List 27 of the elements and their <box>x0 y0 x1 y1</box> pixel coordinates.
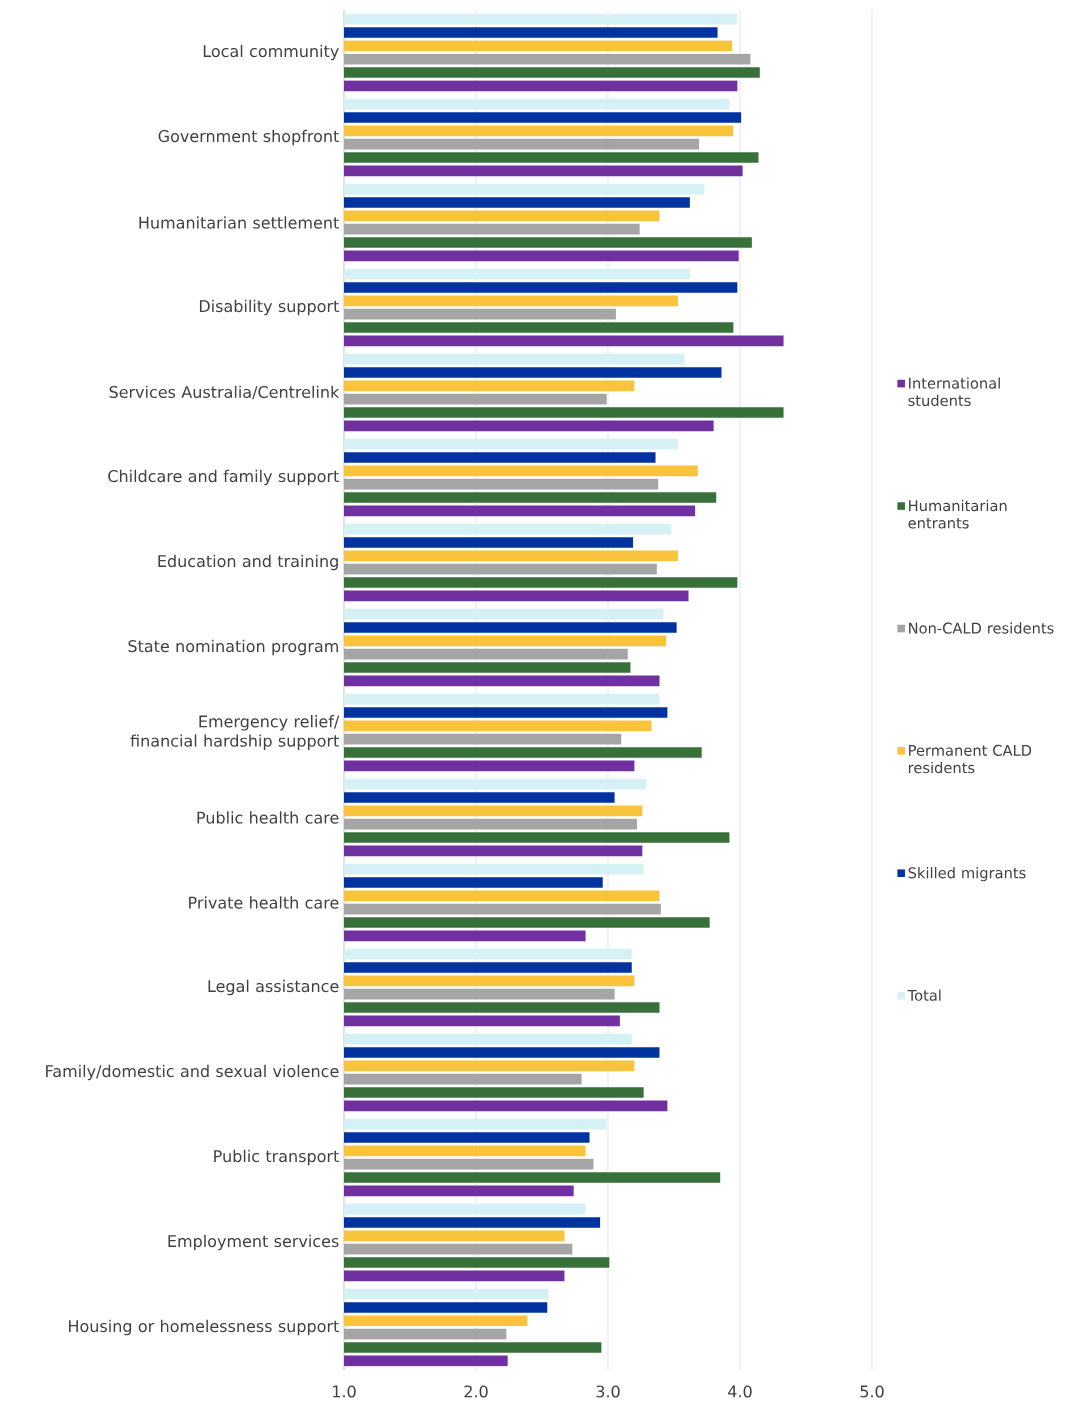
x-tick-label: 5.0 <box>860 1385 884 1398</box>
y-tick-label: Services Australia/Centrelink <box>109 385 340 400</box>
y-tick-label: Public health care <box>197 811 339 824</box>
y-tick-label: Private health care <box>189 896 339 909</box>
y-tick-label: Emergency relief/ financial hardship support <box>130 715 340 750</box>
x-tick-label: 3.0 <box>596 1385 620 1398</box>
y-tick-label: Local community <box>203 44 339 61</box>
legend-label: International students <box>908 377 1000 407</box>
legend-label: Non-CALD residents <box>909 622 1054 634</box>
legend-label: Skilled migrants <box>908 867 1026 882</box>
x-tick-label: 1.0 <box>333 1385 356 1398</box>
y-tick-label: Employment services <box>168 1234 339 1251</box>
y-tick-label: Family/domestic and sexual violence <box>46 1064 339 1081</box>
x-tick-label: 2.0 <box>464 1385 488 1398</box>
y-tick-label: Childcare and family support <box>108 469 339 486</box>
y-tick-label: Government shopfront <box>158 129 339 146</box>
y-tick-label: Legal assistance <box>208 979 339 996</box>
y-tick-label: Humanitarian settlement <box>139 216 339 229</box>
y-tick-label: State nomination program <box>128 639 338 656</box>
y-tick-label: Housing or homelessness support <box>69 1319 339 1336</box>
legend-label: Total <box>907 989 941 1001</box>
x-tick-label: 4.0 <box>728 1385 752 1398</box>
legend-label: Permanent CALD residents <box>908 744 1032 774</box>
legend-label: Humanitarian entrants <box>908 499 1007 529</box>
y-tick-label: Disability support <box>199 299 339 316</box>
y-tick-label: Public transport <box>214 1149 339 1166</box>
y-tick-label: Education and training <box>158 554 338 571</box>
